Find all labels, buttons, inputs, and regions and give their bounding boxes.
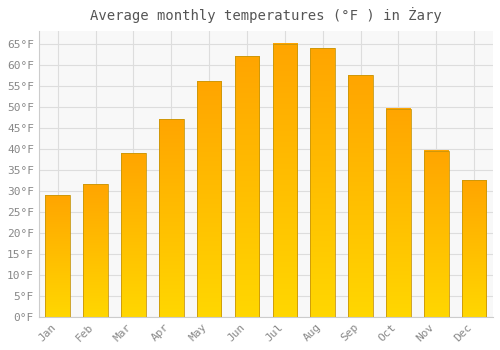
Bar [272, 44, 297, 317]
Bar [234, 56, 260, 317]
Bar [46, 195, 70, 317]
Bar [386, 109, 410, 317]
Bar [121, 153, 146, 317]
Bar [197, 82, 222, 317]
Bar [424, 151, 448, 317]
Bar [159, 119, 184, 317]
Bar [462, 180, 486, 317]
Title: Average monthly temperatures (°F ) in Żary: Average monthly temperatures (°F ) in Ża… [90, 7, 442, 23]
Bar [84, 184, 108, 317]
Bar [310, 48, 335, 317]
Bar [348, 75, 373, 317]
